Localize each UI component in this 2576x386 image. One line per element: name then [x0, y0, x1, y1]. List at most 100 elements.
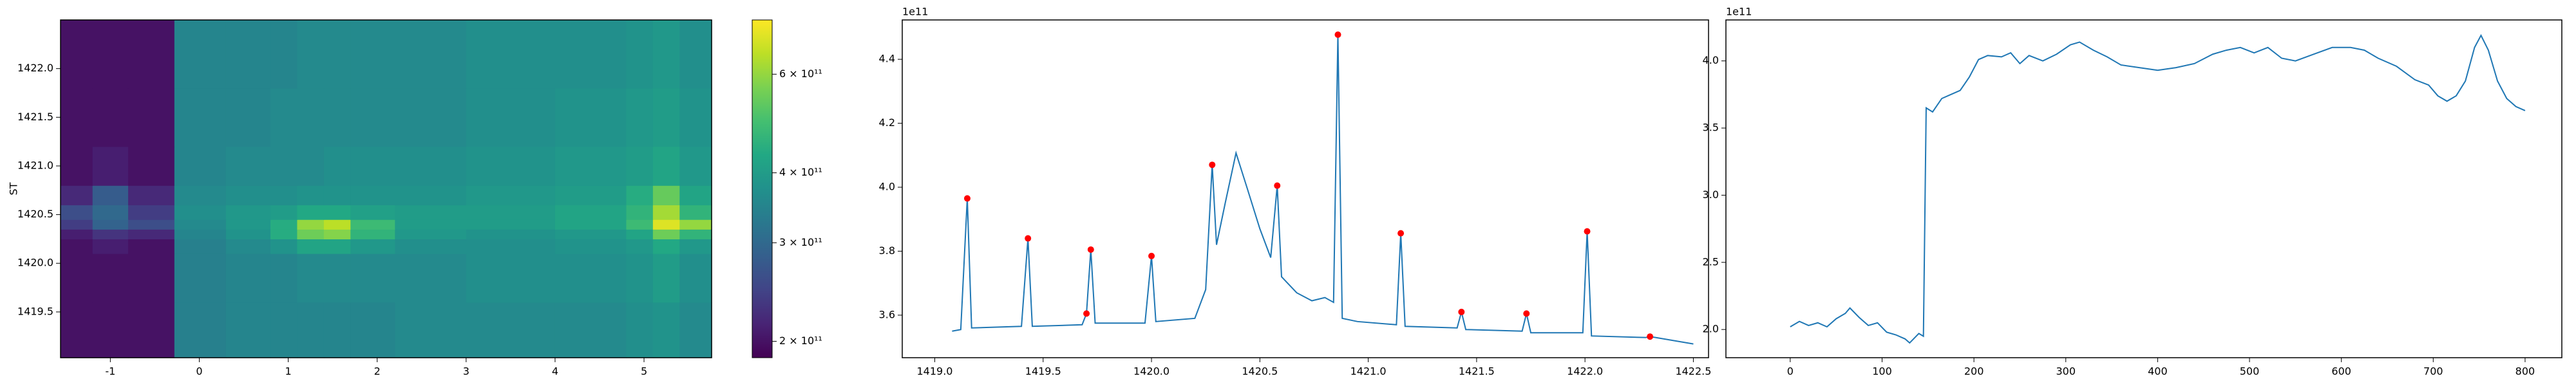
- heatmap-cell: [174, 87, 227, 147]
- x-tick-label: 4: [552, 365, 558, 378]
- heatmap-cell: [92, 87, 129, 147]
- heatmap-cell: [466, 205, 556, 220]
- heatmap-cell: [270, 239, 298, 254]
- y-tick-label: 1421.0: [17, 159, 53, 171]
- heatmap-cell: [466, 219, 556, 230]
- y-tick-label: 2.5: [1703, 255, 1719, 268]
- peak-marker: [1647, 333, 1654, 340]
- heatmap-cell: [350, 253, 395, 303]
- heatmap-cell: [350, 229, 395, 240]
- heatmap-cell: [395, 205, 467, 220]
- heatmap-cell: [395, 87, 467, 147]
- heatmap-cell: [128, 229, 175, 240]
- x-tick-label: 3: [463, 365, 469, 378]
- heatmap-cell: [270, 253, 298, 303]
- heatmap-cell: [297, 229, 325, 240]
- peak-marker: [1087, 246, 1094, 253]
- x-tick-label: 1420.0: [1133, 365, 1170, 378]
- heatmap-cell: [174, 219, 227, 230]
- heatmap-cell: [92, 239, 129, 254]
- peak-marker: [1209, 161, 1216, 169]
- offset-label: 1e11: [902, 6, 928, 18]
- peak-marker: [1083, 310, 1090, 317]
- heatmap-cell: [128, 20, 175, 89]
- heatmap-cell: [395, 146, 467, 186]
- heatmap-cell: [270, 229, 298, 240]
- y-tick-label: 1420.0: [17, 257, 53, 269]
- data-line: [952, 34, 1694, 345]
- heatmap-cell: [554, 229, 627, 240]
- axes-frame: [1725, 19, 2562, 358]
- y-tick-label: 4.2: [879, 116, 895, 129]
- heatmap-cell: [297, 302, 325, 358]
- y-tick-label: 2.0: [1703, 323, 1719, 335]
- heatmap-cell: [679, 239, 712, 254]
- heatmap-cell: [679, 205, 712, 220]
- heatmap-cell: [554, 146, 627, 186]
- x-tick-label: 400: [2148, 365, 2168, 378]
- heatmap-cell: [270, 302, 298, 358]
- heatmap-cell: [679, 87, 712, 147]
- y-tick-label: 3.0: [1703, 188, 1719, 201]
- heatmap-cell: [652, 205, 680, 220]
- heatmap-cell: [350, 20, 395, 89]
- heatmap-cell: [270, 146, 298, 186]
- heatmap-cell: [297, 146, 325, 186]
- colorbar-tick-label: 6 × 10¹¹: [779, 68, 822, 80]
- heatmap-cell: [61, 253, 93, 303]
- x-tick-label: 1421.5: [1459, 365, 1495, 378]
- heatmap-cell: [297, 239, 325, 254]
- peak-marker: [1025, 235, 1032, 242]
- peak-marker: [1148, 252, 1155, 259]
- heatmap-cell: [174, 20, 227, 89]
- heatmap-cell: [92, 229, 129, 240]
- heatmap-cell: [270, 185, 298, 206]
- x-tick-label: 1: [285, 365, 291, 378]
- heatmap-cell: [174, 185, 227, 206]
- heatmap-cell: [174, 239, 227, 254]
- heatmap-cell: [466, 185, 556, 206]
- heatmap-cell: [652, 239, 680, 254]
- heatmap-cell: [323, 253, 351, 303]
- heatmap-cell: [61, 20, 93, 89]
- heatmap-cell: [297, 87, 325, 147]
- heatmap-cell: [270, 205, 298, 220]
- y-tick-label: 4.0: [879, 181, 895, 193]
- heatmap-cell: [323, 87, 351, 147]
- heatmap-cell: [466, 239, 556, 254]
- heatmap-cell: [350, 219, 395, 230]
- heatmap-cell: [395, 302, 467, 358]
- heatmap-cell: [626, 229, 654, 240]
- data-line: [1790, 33, 2526, 344]
- heatmap-cell: [626, 239, 654, 254]
- heatmap-cell: [395, 253, 467, 303]
- heatmap-cell: [323, 185, 351, 206]
- colorbar: [752, 19, 773, 358]
- heatmap-cell: [61, 146, 93, 186]
- heatmap-cell: [270, 20, 298, 89]
- heatmap-cell: [92, 205, 129, 220]
- y-tick-label: 1419.5: [17, 305, 53, 317]
- heatmap-cell: [554, 185, 627, 206]
- heatmap-cell: [652, 185, 680, 206]
- peak-marker: [1274, 182, 1281, 189]
- heatmap-cell: [92, 146, 129, 186]
- x-tick-label: 5: [641, 365, 647, 378]
- x-tick-label: 600: [2331, 365, 2351, 378]
- heatmap-cell: [270, 219, 298, 230]
- heatmap-cell: [297, 219, 325, 230]
- heatmap-cell: [61, 205, 93, 220]
- heatmap-cell: [225, 229, 271, 240]
- axes-frame: [902, 19, 1709, 358]
- heatmap-cell: [61, 302, 93, 358]
- x-tick-label: 500: [2240, 365, 2260, 378]
- heatmap-cell: [225, 302, 271, 358]
- peak-marker: [1523, 310, 1530, 317]
- heatmap-cell: [652, 146, 680, 186]
- y-tick-label: 4.4: [879, 53, 895, 65]
- heatmap-cell: [174, 146, 227, 186]
- heatmap-cell: [652, 302, 680, 358]
- heatmap-cell: [92, 20, 129, 89]
- heatmap-cell: [350, 87, 395, 147]
- heatmap-cell: [225, 20, 271, 89]
